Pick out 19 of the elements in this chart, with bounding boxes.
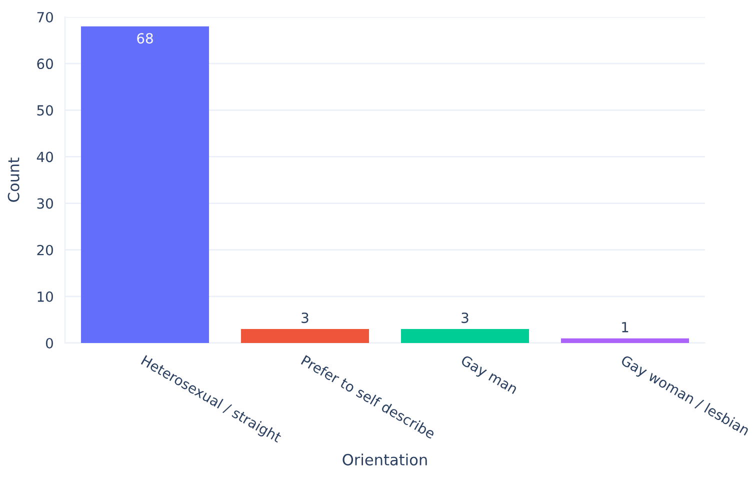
bar xyxy=(561,338,689,343)
x-tick-label: Gay man xyxy=(458,354,518,397)
bar xyxy=(401,329,529,343)
data-label: 3 xyxy=(302,312,308,324)
data-label: 3 xyxy=(462,312,468,324)
y-tick-label: 0 xyxy=(46,338,53,348)
bar xyxy=(241,329,369,343)
y-tick-label: 40 xyxy=(36,152,53,162)
data-label: 68 xyxy=(137,33,153,44)
y-axis-title: Count xyxy=(8,158,20,202)
y-tick-label: 50 xyxy=(37,105,53,116)
bar xyxy=(81,26,209,343)
x-axis-title: Orientation xyxy=(342,454,427,466)
y-tick-label: 30 xyxy=(37,198,53,209)
y-tick-label: 10 xyxy=(38,291,53,302)
y-tick-label: 60 xyxy=(37,58,53,70)
y-tick-label: 20 xyxy=(37,244,53,256)
data-label: 1 xyxy=(622,322,628,332)
y-tick-label: 70 xyxy=(37,12,53,22)
